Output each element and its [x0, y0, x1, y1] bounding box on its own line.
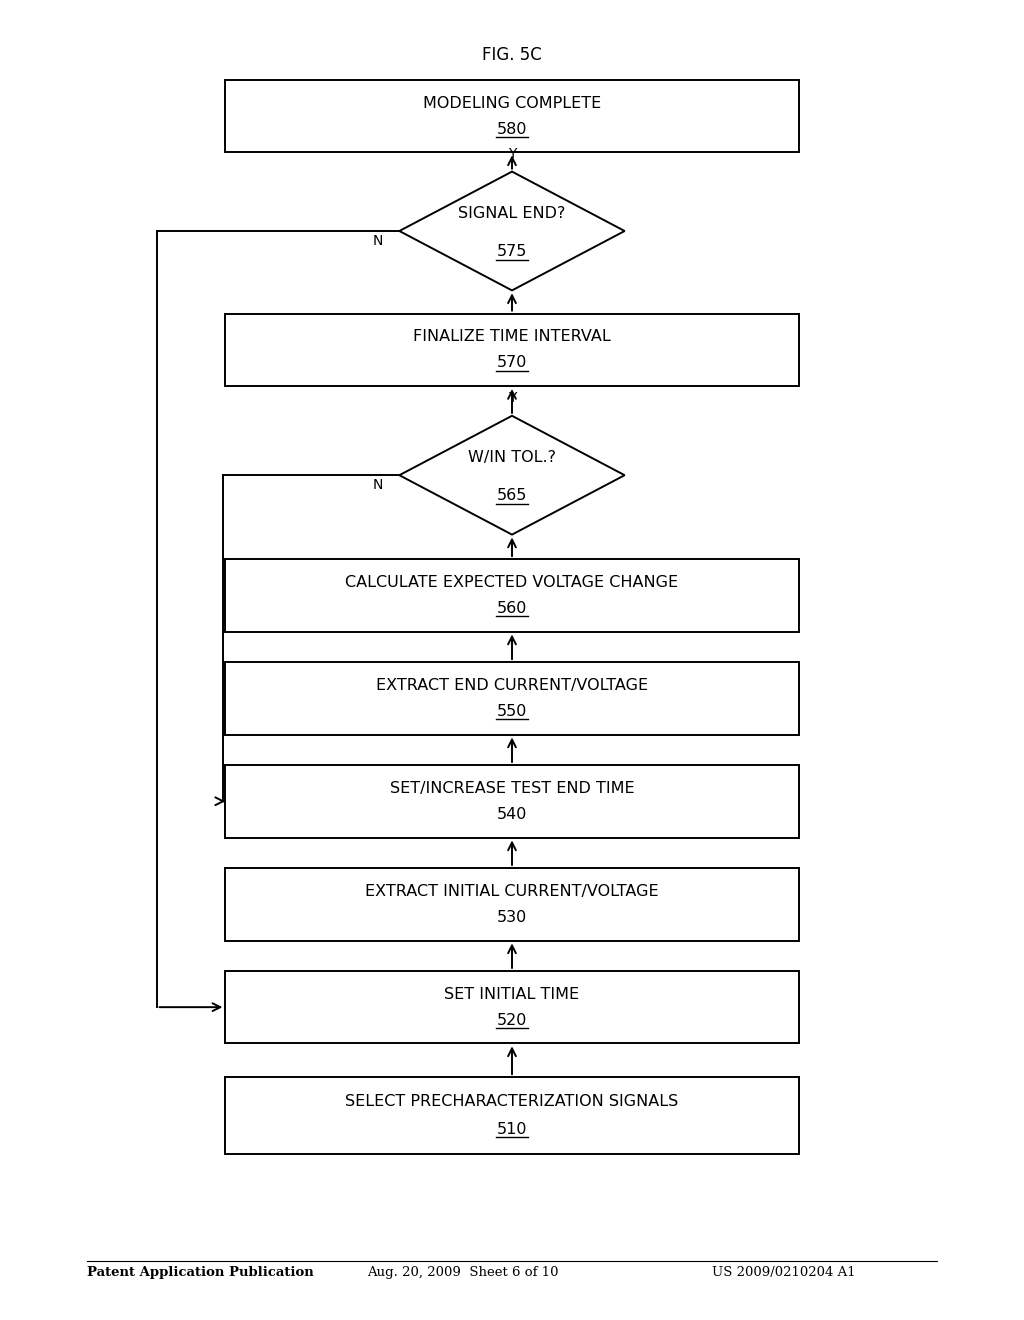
Text: Aug. 20, 2009  Sheet 6 of 10: Aug. 20, 2009 Sheet 6 of 10 — [367, 1266, 558, 1279]
Text: EXTRACT END CURRENT/VOLTAGE: EXTRACT END CURRENT/VOLTAGE — [376, 677, 648, 693]
Text: 570: 570 — [497, 355, 527, 371]
Text: Y: Y — [508, 147, 516, 161]
Text: EXTRACT INITIAL CURRENT/VOLTAGE: EXTRACT INITIAL CURRENT/VOLTAGE — [366, 883, 658, 899]
Text: Y: Y — [508, 391, 516, 405]
Text: CALCULATE EXPECTED VOLTAGE CHANGE: CALCULATE EXPECTED VOLTAGE CHANGE — [345, 574, 679, 590]
Bar — [225, 560, 799, 632]
Text: 580: 580 — [497, 121, 527, 137]
Text: 540: 540 — [497, 807, 527, 822]
Text: 565: 565 — [497, 488, 527, 503]
Polygon shape — [399, 172, 625, 290]
Text: Patent Application Publication: Patent Application Publication — [87, 1266, 313, 1279]
Text: 560: 560 — [497, 601, 527, 616]
Text: SIGNAL END?: SIGNAL END? — [459, 206, 565, 220]
Bar — [225, 1077, 799, 1154]
Bar — [225, 79, 799, 152]
Text: 510: 510 — [497, 1122, 527, 1137]
Text: US 2009/0210204 A1: US 2009/0210204 A1 — [712, 1266, 855, 1279]
Text: N: N — [372, 478, 383, 492]
Text: MODELING COMPLETE: MODELING COMPLETE — [423, 95, 601, 111]
Text: 530: 530 — [497, 909, 527, 925]
Text: SET INITIAL TIME: SET INITIAL TIME — [444, 986, 580, 1002]
Bar — [225, 314, 799, 385]
Text: N: N — [372, 234, 383, 248]
Text: FIG. 5C: FIG. 5C — [482, 46, 542, 65]
Text: SET/INCREASE TEST END TIME: SET/INCREASE TEST END TIME — [390, 780, 634, 796]
Text: FINALIZE TIME INTERVAL: FINALIZE TIME INTERVAL — [413, 329, 611, 345]
Text: 575: 575 — [497, 244, 527, 259]
Bar — [225, 663, 799, 734]
Text: 520: 520 — [497, 1012, 527, 1028]
Bar — [225, 766, 799, 838]
Bar — [225, 972, 799, 1043]
Text: W/IN TOL.?: W/IN TOL.? — [468, 450, 556, 465]
Text: SELECT PRECHARACTERIZATION SIGNALS: SELECT PRECHARACTERIZATION SIGNALS — [345, 1094, 679, 1109]
Text: 550: 550 — [497, 704, 527, 719]
Polygon shape — [399, 416, 625, 535]
Bar — [225, 869, 799, 940]
